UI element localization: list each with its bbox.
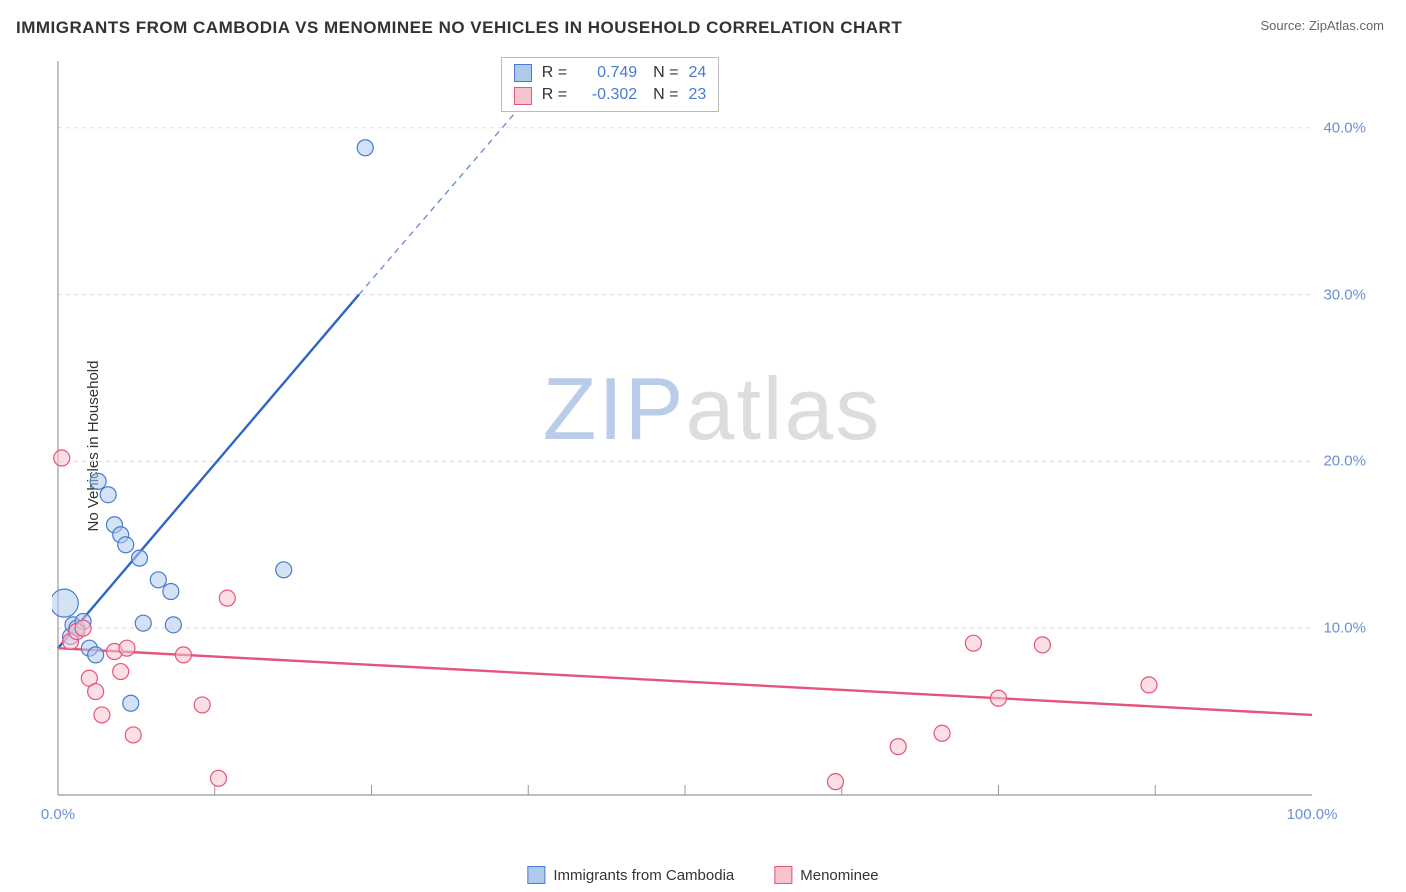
source-label: Source: ZipAtlas.com (1260, 18, 1384, 33)
legend-n-label: N = (653, 62, 678, 84)
legend-r-label: R = (542, 62, 567, 84)
legend-swatch-menominee (514, 87, 532, 105)
y-tick-label: 20.0% (1323, 453, 1366, 470)
y-tick-label: 10.0% (1323, 620, 1366, 637)
chart-svg (52, 55, 1372, 825)
chart-title: IMMIGRANTS FROM CAMBODIA VS MENOMINEE NO… (16, 18, 902, 38)
legend-swatch-menominee (774, 866, 792, 884)
correlation-legend: R = 0.749 N = 24 R = -0.302 N = 23 (501, 57, 719, 112)
plot-area: ZIPatlas R =0.749N =24R =-0.302N =23 (52, 55, 1372, 825)
legend-r-value-menominee: -0.302 (577, 84, 637, 106)
legend-n-label: N = (653, 84, 678, 106)
legend-label-menominee: Menominee (800, 867, 878, 884)
y-tick-label: 40.0% (1323, 119, 1366, 136)
series-legend: Immigrants from Cambodia Menominee (527, 866, 878, 884)
legend-n-value-menominee: 23 (688, 84, 706, 106)
legend-label-cambodia: Immigrants from Cambodia (553, 867, 734, 884)
legend-row-cambodia: R = 0.749 N = 24 (514, 62, 706, 84)
legend-row-menominee: R = -0.302 N = 23 (514, 84, 706, 106)
legend-r-label: R = (542, 84, 567, 106)
x-tick-label: 0.0% (41, 806, 75, 823)
legend-n-value-cambodia: 24 (688, 62, 706, 84)
legend-swatch-cambodia (527, 866, 545, 884)
legend-r-value-cambodia: 0.749 (577, 62, 637, 84)
x-tick-label: 100.0% (1287, 806, 1338, 823)
legend-swatch-cambodia (514, 64, 532, 82)
legend-item-cambodia: Immigrants from Cambodia (527, 866, 734, 884)
y-tick-label: 30.0% (1323, 286, 1366, 303)
legend-item-menominee: Menominee (774, 866, 878, 884)
chart-container: IMMIGRANTS FROM CAMBODIA VS MENOMINEE NO… (0, 0, 1406, 892)
